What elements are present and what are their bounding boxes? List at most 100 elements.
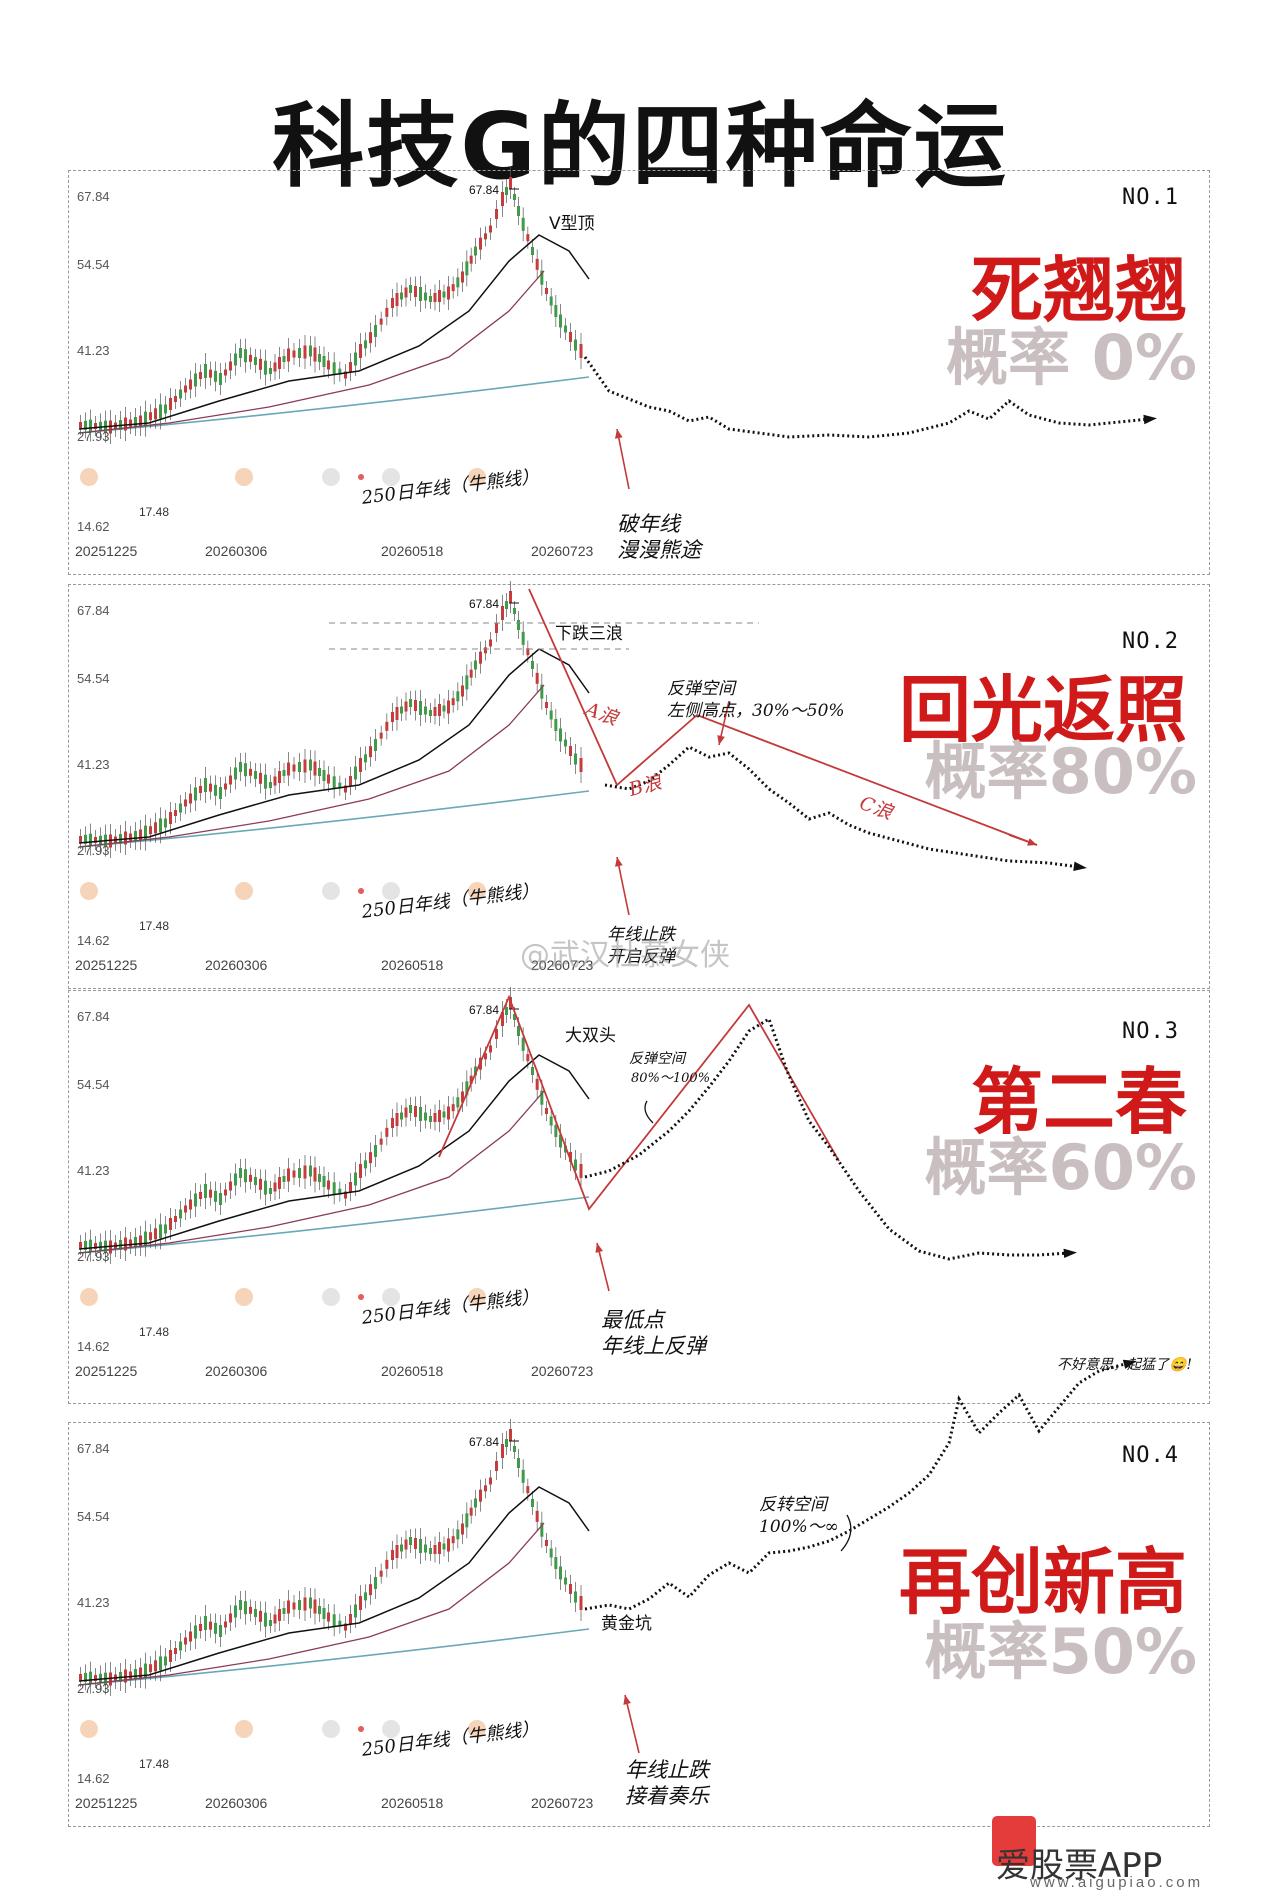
candle: [134, 417, 137, 427]
scenario-chart-4: [78, 1359, 1137, 1754]
toolbar-dot: [358, 474, 364, 480]
candle: [94, 423, 97, 429]
candle: [219, 1193, 222, 1205]
candle: [338, 1620, 342, 1627]
candle: [292, 350, 296, 358]
candle: [451, 1536, 455, 1544]
pattern-label: 黄金坑: [601, 1614, 652, 1634]
candle: [292, 1170, 296, 1178]
candle: [564, 325, 567, 333]
candle: [303, 1165, 307, 1179]
candle: [442, 1111, 446, 1118]
high-label: 67.84: [469, 1435, 500, 1449]
candle: [184, 1205, 187, 1213]
note: 漫漫熊途: [617, 538, 701, 562]
candle: [517, 1026, 520, 1036]
candle: [292, 1602, 296, 1610]
candle: [184, 1637, 187, 1645]
candle: [189, 793, 192, 804]
candle: [442, 1543, 446, 1550]
y-tick: 14.62: [77, 933, 110, 948]
candle: [264, 360, 267, 375]
candle: [219, 787, 222, 799]
candle: [517, 206, 520, 216]
candle: [322, 1608, 326, 1619]
scenario-name: 死翘翘: [970, 248, 1187, 332]
toolbar-dot: [382, 1288, 400, 1306]
candle: [564, 1577, 567, 1585]
candle: [164, 404, 167, 414]
candle: [505, 601, 508, 609]
candle: [159, 1656, 162, 1671]
candle: [327, 774, 330, 784]
candle: [174, 396, 177, 402]
candle: [179, 389, 182, 399]
ma-long-line: [78, 684, 545, 848]
x-date: 20251225: [75, 1363, 138, 1379]
candle: [379, 732, 383, 739]
candle: [204, 1616, 207, 1630]
candle: [513, 1014, 516, 1020]
low-label: 17.48: [139, 919, 170, 933]
candle: [474, 660, 477, 670]
wave-c-arrow-head: [1027, 838, 1037, 846]
candle: [273, 362, 277, 372]
candle: [414, 286, 417, 297]
candle: [189, 1199, 192, 1210]
y-tick: 14.62: [77, 1339, 110, 1354]
candle: [574, 1591, 577, 1603]
candle: [149, 1232, 152, 1241]
candle: [139, 829, 142, 841]
scenario-name: 第二春: [970, 1060, 1187, 1144]
y-tick: 14.62: [77, 519, 110, 534]
break-arrow: [616, 428, 630, 490]
candle: [391, 1118, 394, 1128]
candle: [569, 332, 572, 342]
candle: [484, 233, 487, 240]
candle: [164, 1656, 167, 1666]
toolbar-dot: [80, 468, 98, 486]
candle: [99, 421, 102, 431]
candle: [447, 286, 450, 300]
candle: [526, 1486, 530, 1494]
candle: [404, 287, 408, 298]
candle: [545, 288, 548, 294]
candle: [309, 759, 312, 771]
candle: [414, 1106, 417, 1117]
candle: [134, 831, 137, 841]
forecast-path: [604, 745, 1080, 869]
candle: [318, 1174, 321, 1182]
candle: [400, 1544, 403, 1552]
candle: [424, 1112, 427, 1121]
candle: [509, 1429, 512, 1441]
low-label: 17.48: [139, 505, 170, 519]
candle: [287, 348, 290, 362]
note: 年线止跌: [625, 1758, 709, 1782]
candle: [318, 1606, 321, 1614]
candle: [509, 177, 512, 189]
candle: [144, 825, 147, 840]
candle: [327, 1612, 330, 1622]
candle: [174, 810, 177, 816]
candle: [545, 702, 548, 708]
candle: [327, 1180, 330, 1190]
candle: [438, 1110, 441, 1122]
candle: [129, 419, 132, 427]
scenario-number: NO.4: [1122, 1443, 1179, 1468]
candle: [234, 1173, 237, 1186]
candle: [374, 1577, 377, 1589]
forecast-path: [584, 1361, 1130, 1611]
candle: [424, 706, 427, 715]
note: 最低点: [601, 1308, 664, 1332]
candle: [495, 209, 498, 219]
scenario-name: 回光返照: [898, 668, 1187, 752]
candle: [451, 1104, 455, 1112]
brand-name: 爱股票APP: [996, 1846, 1163, 1886]
candle: [318, 354, 321, 362]
toolbar-dot: [235, 1288, 253, 1306]
candle: [369, 746, 372, 758]
candle: [535, 1510, 539, 1522]
candle: [379, 1570, 383, 1577]
candle: [124, 417, 127, 431]
x-date: 20251225: [75, 957, 138, 973]
